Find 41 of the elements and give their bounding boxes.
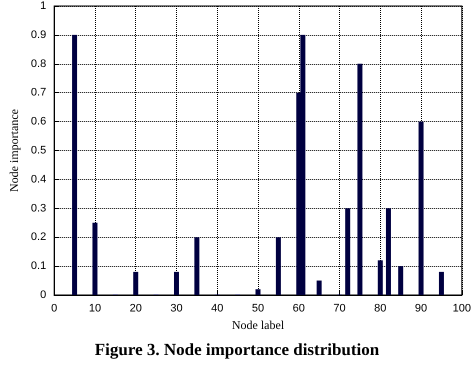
bar bbox=[345, 208, 350, 295]
x-tick-label: 70 bbox=[333, 302, 346, 314]
text: Figure 3. Node importance distribution bbox=[94, 340, 380, 359]
x-axis-title: Node label bbox=[232, 318, 285, 332]
x-tick-label: 20 bbox=[130, 302, 142, 314]
bar bbox=[357, 64, 362, 295]
x-tick-label: 10 bbox=[88, 302, 102, 314]
bar bbox=[316, 280, 322, 295]
x-tick-label: 50 bbox=[252, 302, 264, 314]
bar bbox=[378, 260, 383, 295]
x-tick-label: 80 bbox=[374, 302, 386, 314]
bar bbox=[72, 34, 78, 295]
y-axis-title: Node importance bbox=[7, 109, 21, 192]
bar bbox=[174, 272, 179, 295]
y-tick-label: 0.9 bbox=[30, 28, 46, 41]
x-tick-label: 40 bbox=[211, 302, 224, 314]
y-tick-label: 0 bbox=[40, 289, 46, 301]
bar bbox=[386, 208, 391, 295]
y-tick-label: 0.4 bbox=[30, 173, 46, 186]
bar bbox=[418, 122, 424, 295]
x-tick-label: 60 bbox=[292, 302, 305, 314]
bar bbox=[276, 237, 281, 295]
bar bbox=[92, 222, 98, 295]
bar bbox=[398, 266, 404, 295]
y-tick-label: 0.3 bbox=[30, 202, 46, 214]
y-tick-label: 1 bbox=[40, 0, 46, 12]
bar bbox=[438, 272, 444, 295]
bar bbox=[300, 34, 306, 295]
bar bbox=[133, 272, 138, 295]
y-tick-label: 0.8 bbox=[30, 58, 46, 70]
x-tick-label: 90 bbox=[414, 302, 428, 314]
y-tick-label: 0.5 bbox=[30, 144, 46, 156]
x-tick-label: 30 bbox=[170, 302, 183, 314]
bar bbox=[194, 237, 200, 295]
y-tick-label: 0.7 bbox=[30, 86, 46, 99]
x-tick-label: 0 bbox=[51, 302, 58, 314]
y-tick-label: 0.1 bbox=[30, 260, 46, 272]
bar bbox=[256, 289, 261, 295]
y-tick-label: 0.6 bbox=[30, 116, 46, 128]
x-tick-label: 100 bbox=[452, 302, 472, 314]
y-tick-label: 0.2 bbox=[30, 231, 46, 244]
